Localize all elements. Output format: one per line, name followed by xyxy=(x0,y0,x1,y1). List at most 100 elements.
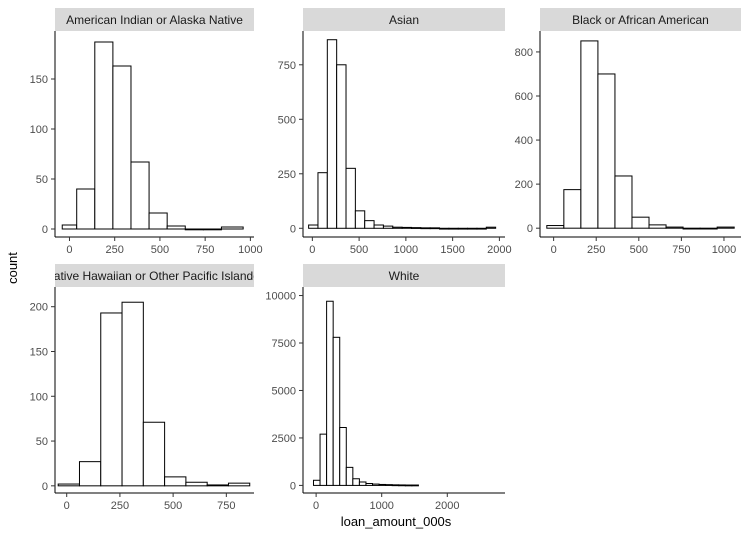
x-tick-label: 0 xyxy=(551,244,557,256)
histogram-bar xyxy=(336,64,347,229)
histogram-bar xyxy=(597,73,616,229)
histogram-bar xyxy=(312,479,321,486)
histogram-bar xyxy=(206,484,229,487)
histogram-bar xyxy=(614,175,633,229)
y-tick-label: 0 xyxy=(42,224,48,236)
x-tick-label: 250 xyxy=(111,500,129,512)
y-tick-label: 150 xyxy=(30,346,48,358)
histogram-bar xyxy=(546,225,565,229)
x-tick-label: 0 xyxy=(66,244,72,256)
y-tick-label: 0 xyxy=(290,223,296,235)
histogram-bar xyxy=(580,40,599,229)
histogram-bar xyxy=(308,224,319,229)
histogram-bar xyxy=(130,161,150,230)
histogram-bar xyxy=(439,227,450,230)
y-tick-label: 5000 xyxy=(272,385,296,397)
facet-strip xyxy=(55,8,254,31)
x-tick-label: 2000 xyxy=(487,244,511,256)
histogram-bar xyxy=(319,433,328,486)
y-tick-label: 800 xyxy=(515,47,533,59)
histogram-bar xyxy=(411,484,419,487)
x-tick-label: 250 xyxy=(587,244,605,256)
x-tick-label: 750 xyxy=(196,244,214,256)
histogram-bar xyxy=(121,301,144,487)
facet-strip xyxy=(540,8,741,31)
histogram-bar xyxy=(429,227,441,230)
histogram-bar xyxy=(358,481,367,486)
histogram-bar xyxy=(164,476,187,487)
y-tick-label: 2500 xyxy=(272,433,296,445)
histogram-bar xyxy=(392,226,403,229)
x-tick-label: 500 xyxy=(151,244,169,256)
y-tick-label: 50 xyxy=(36,174,48,186)
histogram-bar xyxy=(631,216,650,229)
histogram-bar xyxy=(345,167,356,229)
facet-strip xyxy=(303,264,505,287)
y-tick-label: 0 xyxy=(42,481,48,493)
facet-panel: Native Hawaiian or Other Pacific Islande… xyxy=(30,264,264,512)
histogram-bar xyxy=(476,227,487,230)
y-tick-label: 200 xyxy=(515,179,533,191)
y-tick-label: 0 xyxy=(290,480,296,492)
x-tick-label: 1000 xyxy=(394,244,418,256)
x-tick-label: 1000 xyxy=(712,244,736,256)
histogram-bar xyxy=(485,226,497,229)
histogram-bar xyxy=(378,483,387,486)
x-tick-label: 750 xyxy=(672,244,690,256)
histogram-bar xyxy=(716,226,735,229)
facet-strip-title: American Indian or Alaska Native xyxy=(66,13,243,27)
y-tick-label: 600 xyxy=(515,91,533,103)
y-axis-title: count xyxy=(5,252,20,284)
facet-strip-title: White xyxy=(389,269,420,283)
histogram-bar xyxy=(166,225,186,230)
histogram-bar xyxy=(148,212,168,230)
facet-strip xyxy=(55,264,254,287)
histogram-bar xyxy=(364,220,375,229)
x-tick-label: 1000 xyxy=(238,244,262,256)
y-tick-label: 100 xyxy=(30,391,48,403)
histogram-bar xyxy=(354,210,366,229)
y-tick-label: 0 xyxy=(527,223,533,235)
histogram-bar xyxy=(332,336,341,486)
histogram-bar xyxy=(391,484,400,487)
histogram-bar xyxy=(648,224,667,229)
x-tick-label: 1500 xyxy=(440,244,464,256)
y-tick-label: 200 xyxy=(30,302,48,314)
histogram-bar xyxy=(185,481,208,487)
y-tick-label: 750 xyxy=(278,60,296,72)
y-tick-label: 7500 xyxy=(272,338,296,350)
histogram-bar xyxy=(76,188,96,230)
histogram-bar xyxy=(385,484,393,486)
histogram-bar xyxy=(404,484,413,487)
y-tick-label: 400 xyxy=(515,135,533,147)
histogram-bar xyxy=(202,228,222,231)
histogram-bar xyxy=(352,478,360,486)
x-tick-label: 500 xyxy=(164,500,182,512)
x-tick-label: 2000 xyxy=(435,500,459,512)
y-tick-label: 100 xyxy=(30,124,48,136)
histogram-bar xyxy=(326,300,334,486)
x-tick-label: 500 xyxy=(350,244,368,256)
x-tick-label: 750 xyxy=(217,500,235,512)
histogram-bar xyxy=(373,224,384,229)
histogram-bar xyxy=(227,482,251,487)
histogram-bar xyxy=(57,483,80,487)
histogram-bar xyxy=(317,172,328,229)
x-tick-label: 0 xyxy=(313,500,319,512)
histogram-bar xyxy=(345,466,354,486)
histogram-bar xyxy=(78,461,102,487)
x-tick-label: 0 xyxy=(64,500,70,512)
y-tick-label: 250 xyxy=(278,169,296,181)
histogram-bar xyxy=(682,227,701,230)
histogram-bar xyxy=(100,312,123,487)
facet-strip-title: Native Hawaiian or Other Pacific Islande… xyxy=(45,269,264,283)
x-tick-label: 250 xyxy=(106,244,124,256)
facet-strip-title: Black or African American xyxy=(572,13,709,27)
histogram-bar xyxy=(184,228,204,231)
histogram-bar xyxy=(220,226,244,230)
histogram-bar xyxy=(467,227,478,230)
histogram-bar xyxy=(339,426,347,486)
